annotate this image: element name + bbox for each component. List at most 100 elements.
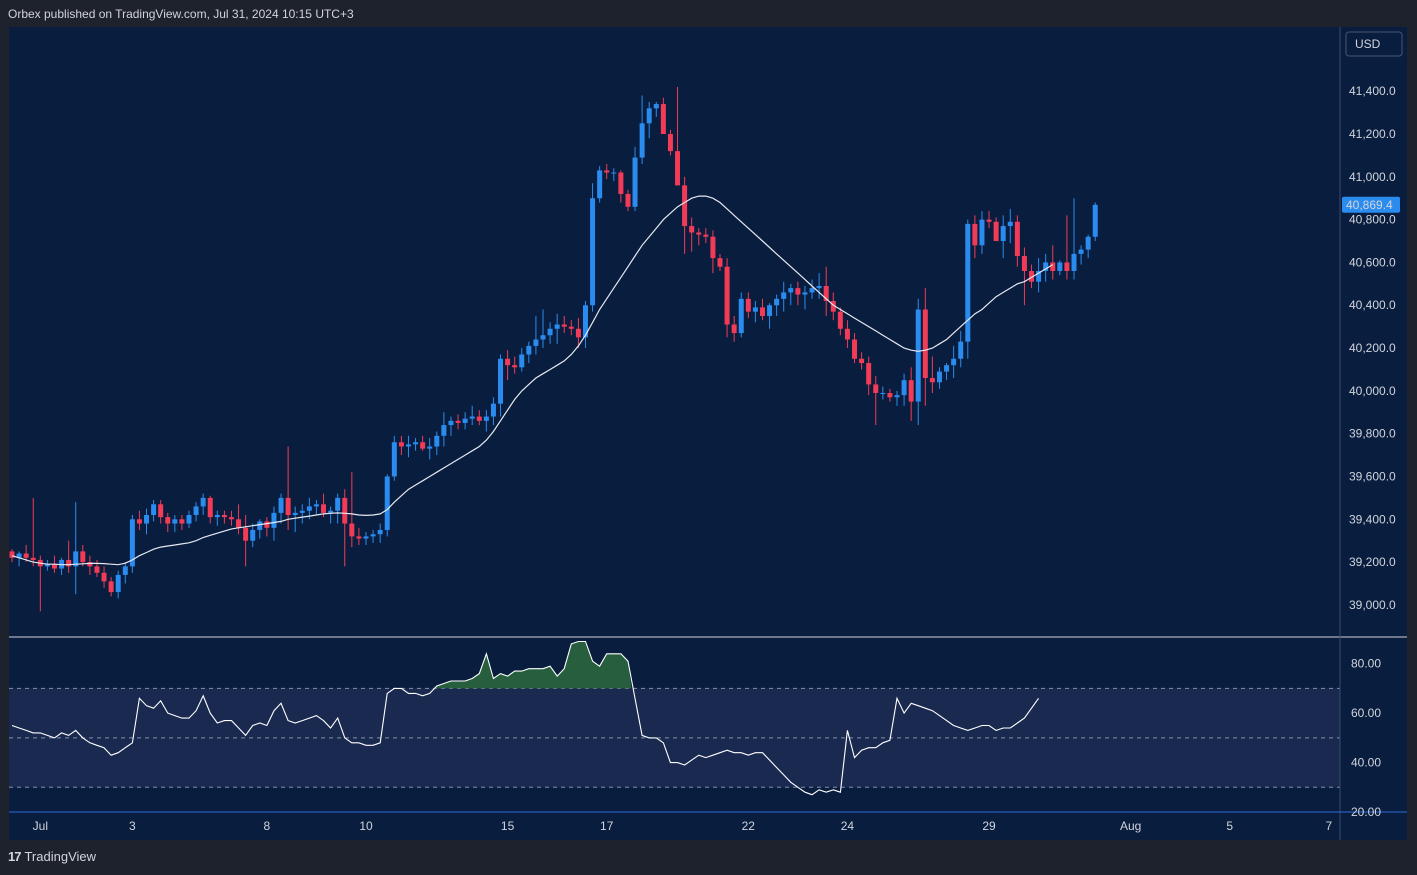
candle-body <box>51 564 57 569</box>
candle-body <box>915 309 921 402</box>
price-tick-label: 41,400.0 <box>1349 84 1396 98</box>
candle-body <box>384 476 390 530</box>
candle-body <box>158 504 164 518</box>
candle-body <box>852 339 858 359</box>
candle-body <box>186 515 192 524</box>
footer[interactable]: 17 TradingView <box>8 849 96 864</box>
candle-body <box>441 425 447 436</box>
candle-body <box>94 566 100 573</box>
candle-body <box>299 510 305 513</box>
candle-body <box>505 358 511 366</box>
candle-body <box>519 354 525 368</box>
price-tick-label: 39,600.0 <box>1349 469 1396 483</box>
date-tick-label: 8 <box>264 819 271 833</box>
candle-body <box>844 328 850 340</box>
candle-body <box>582 305 588 338</box>
candle-body <box>936 371 942 383</box>
candle-body <box>1050 262 1056 271</box>
candle-body <box>781 292 787 299</box>
candle-body <box>420 442 426 449</box>
candle-body <box>363 536 369 539</box>
candle-body <box>214 515 220 518</box>
candle-body <box>908 380 914 402</box>
candle-body <box>795 288 801 295</box>
candle-body <box>405 444 411 447</box>
candle-body <box>767 305 773 316</box>
date-tick-label: 17 <box>600 819 614 833</box>
candle-body <box>1092 204 1098 237</box>
candle-body <box>1036 271 1042 282</box>
price-tick-label: 41,200.0 <box>1349 127 1396 141</box>
candle-body <box>80 551 86 563</box>
rsi-tick-label: 80.00 <box>1351 657 1381 671</box>
candle-body <box>321 504 327 513</box>
candle-body <box>873 384 879 393</box>
candle-body <box>561 324 567 327</box>
price-layer <box>9 86 1098 612</box>
candle-body <box>144 515 150 524</box>
candle-body <box>533 339 539 346</box>
candle-body <box>200 497 206 507</box>
candle-body <box>44 564 50 567</box>
candle-body <box>87 562 93 567</box>
price-tick-label: 40,200.0 <box>1349 341 1396 355</box>
candle-body <box>427 446 433 449</box>
candle-body <box>257 521 263 530</box>
chart-header: Orbex published on TradingView.com, Jul … <box>8 7 354 21</box>
candle-body <box>23 553 29 558</box>
candle-body <box>901 380 907 396</box>
candle-body <box>108 581 114 593</box>
candle-body <box>752 307 758 312</box>
candle-body <box>413 442 419 445</box>
price-tick-label: 40,800.0 <box>1349 213 1396 227</box>
candle-body <box>696 232 702 235</box>
candle-body <box>328 510 334 513</box>
candle-body <box>887 393 893 398</box>
candle-body <box>823 285 829 301</box>
candle-body <box>122 566 128 575</box>
candle-body <box>788 288 794 293</box>
chart-frame[interactable]: 39,000.0 39,200.0 39,400.0 39,600.0 39,800.0… <box>9 27 1407 840</box>
candle-body <box>228 517 234 520</box>
axis-layer: 39,000.0 39,200.0 39,400.0 39,600.0 39,800.0… <box>9 27 1407 840</box>
candle-body <box>306 506 312 511</box>
candle-body <box>979 219 985 246</box>
candle-body <box>993 221 999 242</box>
date-tick-label: 15 <box>501 819 515 833</box>
candle-body <box>866 363 872 385</box>
rsi-band-layer <box>9 687 1340 788</box>
candle-body <box>604 170 610 173</box>
candle-body <box>285 497 291 515</box>
candle-body <box>944 365 950 372</box>
candle-body <box>759 307 765 316</box>
candle-body <box>1085 236 1091 250</box>
chart-svg[interactable]: 39,000.0 39,200.0 39,400.0 39,600.0 39,800.0… <box>9 27 1407 840</box>
candle-body <box>703 234 709 237</box>
candle-body <box>370 534 376 537</box>
candle-body <box>958 341 964 359</box>
date-tick-label: 7 <box>1326 819 1333 833</box>
candle-body <box>830 300 836 312</box>
candle-body <box>9 551 15 558</box>
candle-body <box>1071 253 1077 271</box>
last-price-tag <box>1342 196 1400 213</box>
candle-body <box>434 435 440 447</box>
candle-body <box>313 504 319 507</box>
candle-body <box>554 324 560 329</box>
candle-body <box>965 223 971 342</box>
last-price-label: 40,869.4 <box>1346 198 1393 212</box>
candle-body <box>264 521 270 528</box>
rsi-tick-label: 60.00 <box>1351 706 1381 720</box>
candle-body <box>278 497 284 513</box>
currency-label: USD <box>1355 37 1381 51</box>
candle-body <box>526 345 532 355</box>
candle-body <box>1064 262 1070 271</box>
rsi-tick-label: 20.00 <box>1351 805 1381 819</box>
candle-body <box>653 104 659 109</box>
candle-body <box>880 393 886 394</box>
price-tick-label: 39,000.0 <box>1349 598 1396 612</box>
candle-body <box>689 226 695 233</box>
candle-body <box>675 151 681 186</box>
candle-body <box>469 416 475 419</box>
candle-body <box>682 185 688 227</box>
